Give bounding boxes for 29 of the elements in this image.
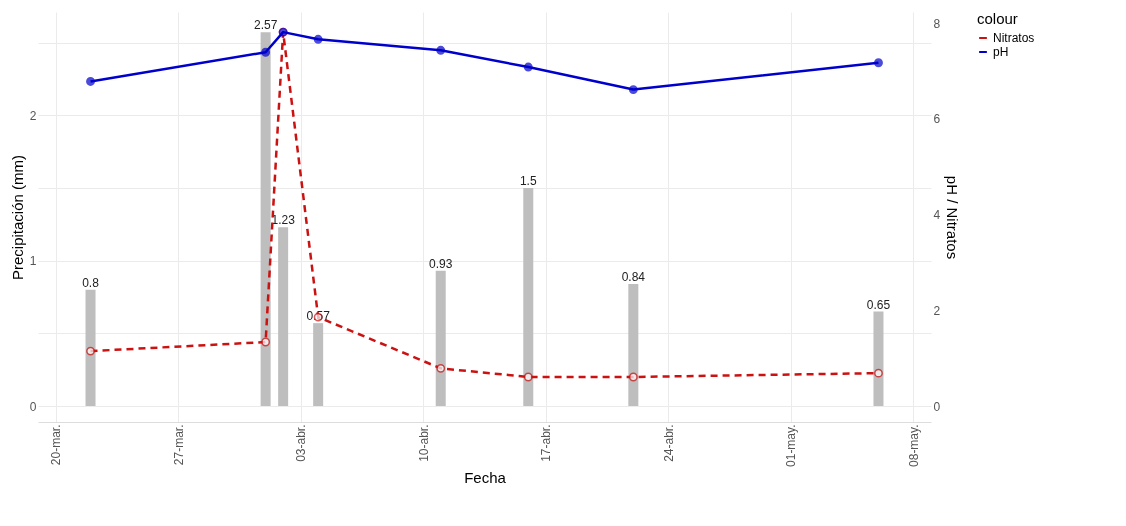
data-label: 2.57 — [253, 18, 278, 33]
y-axis-title: Precipitación (mm) — [8, 154, 26, 281]
data-label: 1.23 — [271, 213, 296, 228]
legend-label: Nitratos — [993, 31, 1035, 45]
data-label: 0.8 — [82, 275, 100, 290]
y2-tick-label: 2 — [933, 303, 941, 318]
legend-label: pH — [993, 45, 1009, 59]
data-label: 0.93 — [429, 256, 453, 271]
y2-tick-label: 0 — [933, 399, 941, 414]
x-tick-label: 17-abr. — [539, 424, 554, 462]
y-tick-label: 1 — [29, 254, 37, 269]
data-label: 1.5 — [519, 173, 537, 188]
x-tick-label: 20-mar. — [49, 424, 64, 466]
x-tick-label: 08-may. — [906, 424, 921, 467]
legend-title: colour — [977, 10, 1018, 27]
x-axis-title: Fecha — [464, 468, 507, 486]
y-tick-label: 2 — [29, 108, 37, 123]
x-tick-label: 27-mar. — [171, 424, 186, 466]
x-tick-label: 03-abr. — [294, 424, 309, 462]
data-label: 0.65 — [866, 297, 891, 312]
y2-tick-label: 4 — [933, 208, 941, 223]
data-label: 0.84 — [621, 269, 646, 284]
y2-tick-label: 6 — [933, 112, 941, 127]
x-tick-label: 24-abr. — [661, 424, 676, 462]
y2-axis-title: pH / Nitratos — [944, 175, 962, 260]
x-tick-label: 10-abr. — [416, 424, 431, 462]
x-tick-label: 01-may. — [784, 424, 799, 467]
y-tick-label: 0 — [29, 399, 37, 414]
y2-tick-label: 8 — [933, 16, 941, 31]
